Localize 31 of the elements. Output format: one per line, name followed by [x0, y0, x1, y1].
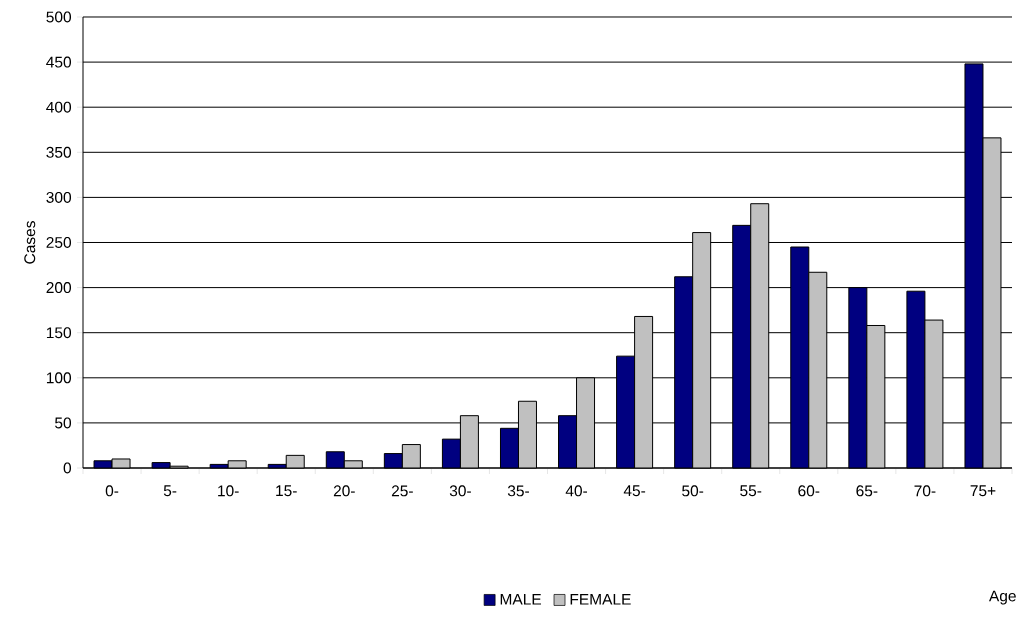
x-tick-label: 10-	[218, 485, 239, 497]
x-tick-label: 60-	[798, 485, 820, 497]
y-tick-label: 0	[63, 462, 72, 474]
y-tick-label: 200	[46, 282, 72, 294]
legend-label: MALE	[500, 593, 542, 605]
x-tick-label: 25-	[391, 485, 413, 497]
x-tick-label: 50-	[682, 485, 704, 497]
x-tick-label: 20-	[333, 485, 355, 497]
x-tick-label: 0-	[105, 485, 119, 497]
x-tick-label: 5-	[163, 485, 177, 497]
x-tick-label: 75+	[970, 485, 996, 497]
x-tick-label: 45-	[623, 485, 646, 497]
x-tick-label: 65-	[856, 485, 878, 497]
y-tick-label: 50	[55, 417, 72, 429]
x-tick-label: 15-	[276, 485, 297, 497]
y-tick-label: 100	[46, 372, 72, 384]
y-tick-label: 500	[46, 11, 72, 23]
x-tick-label: 30-	[449, 485, 471, 497]
y-tick-label: 450	[46, 56, 72, 68]
x-tick-label: 55-	[740, 485, 762, 497]
x-tick-label: 70-	[914, 485, 936, 497]
text: Age	[988, 590, 1016, 605]
y-tick-label: 350	[46, 146, 72, 158]
y-tick-label: 250	[46, 237, 72, 248]
x-tick-label: 35-	[507, 485, 529, 497]
x-tick-label: 40-	[565, 485, 588, 497]
legend-label: FEMALE	[570, 593, 631, 605]
y-tick-label: 150	[46, 327, 72, 339]
y-axis-title: Cases	[24, 221, 36, 264]
y-tick-label: 400	[46, 101, 72, 113]
y-tick-label: 300	[46, 191, 72, 203]
